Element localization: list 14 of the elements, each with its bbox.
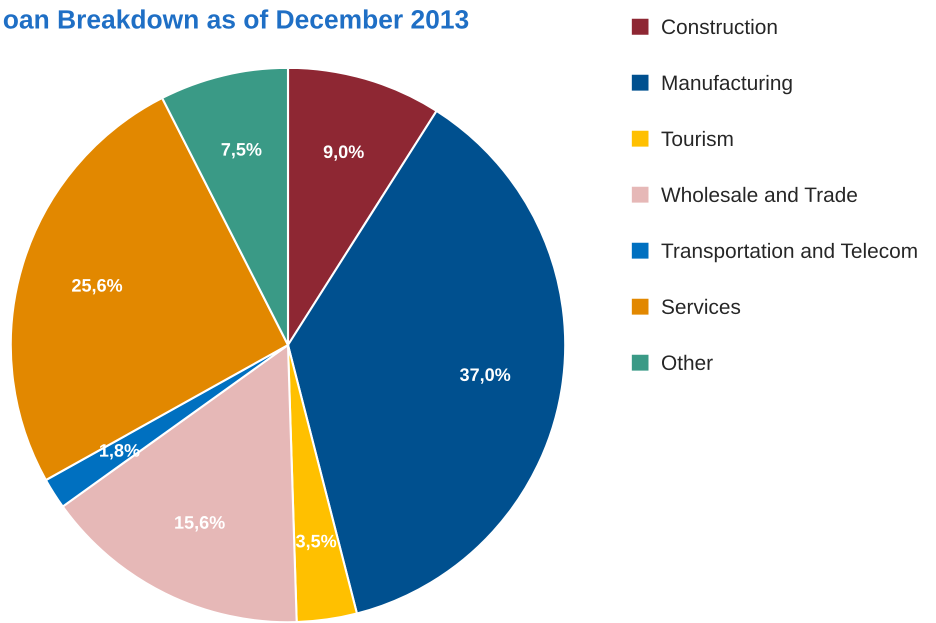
legend-label: Tourism xyxy=(661,130,733,146)
legend-label: Services xyxy=(662,298,740,314)
data-label: 9,0% xyxy=(324,145,364,161)
legend-label: Other xyxy=(662,354,713,370)
data-label: 37,0% xyxy=(460,368,510,384)
data-label: 7,5% xyxy=(222,143,262,158)
data-label: 3,5% xyxy=(296,534,336,550)
legend-label: Manufacturing xyxy=(662,74,792,94)
legend-label: Construction xyxy=(662,18,777,34)
legend-label: Wholesale and Trade xyxy=(661,186,857,202)
legend-label: Transportation and Telecom xyxy=(661,242,917,262)
chart-title: oan Breakdown as of December 2013 xyxy=(4,9,468,29)
data-label: 25,6% xyxy=(72,278,122,294)
data-label: 15,6% xyxy=(175,516,225,532)
